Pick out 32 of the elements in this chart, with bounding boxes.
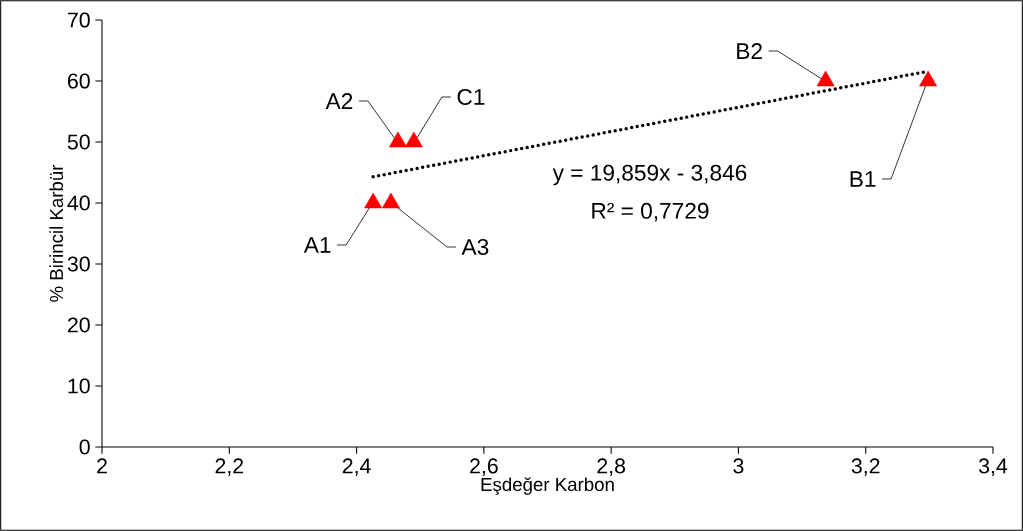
point — [382, 192, 400, 209]
x-tick-label: 2 — [97, 458, 107, 474]
y-tick-label: 30 — [67, 256, 90, 272]
annotation: A1 — [303, 237, 331, 253]
x-tick-label: 2,8 — [597, 458, 626, 476]
y-tick-label: 50 — [67, 134, 90, 150]
annotation: R² = 0,7729 — [592, 202, 709, 222]
annotation: A2 — [325, 93, 353, 109]
x-tick-label: 2,2 — [215, 458, 244, 476]
annotation: C1 — [457, 88, 485, 106]
annotation: B2 — [737, 43, 762, 59]
y-tick-label: 0 — [79, 439, 90, 455]
point — [404, 131, 423, 148]
y-tick-label: 70 — [67, 12, 90, 28]
y-tick-label: 60 — [67, 73, 90, 89]
y-tick-label: 20 — [67, 317, 90, 333]
x-tick-label: 3,4 — [978, 458, 1008, 476]
point — [389, 131, 407, 148]
point — [919, 70, 938, 87]
point — [364, 192, 383, 209]
x-tick-label: 2,4 — [342, 458, 371, 476]
annotation: B1 — [850, 171, 876, 187]
x-tick-label: 3 — [733, 458, 744, 474]
y-tick-label: 40 — [67, 195, 90, 211]
x-axis-title: Eşdeğer Karbon — [481, 477, 614, 495]
x-tick-label: 3,2 — [851, 458, 880, 476]
y-tick-label: 10 — [68, 378, 90, 394]
x-tick-label: 2,6 — [470, 458, 498, 476]
annotation: y = 19,859x - 3,846 — [552, 164, 747, 186]
y-axis-title: % Birincil Karbür — [49, 164, 64, 302]
point — [816, 70, 835, 87]
annotation: A3 — [461, 238, 489, 256]
